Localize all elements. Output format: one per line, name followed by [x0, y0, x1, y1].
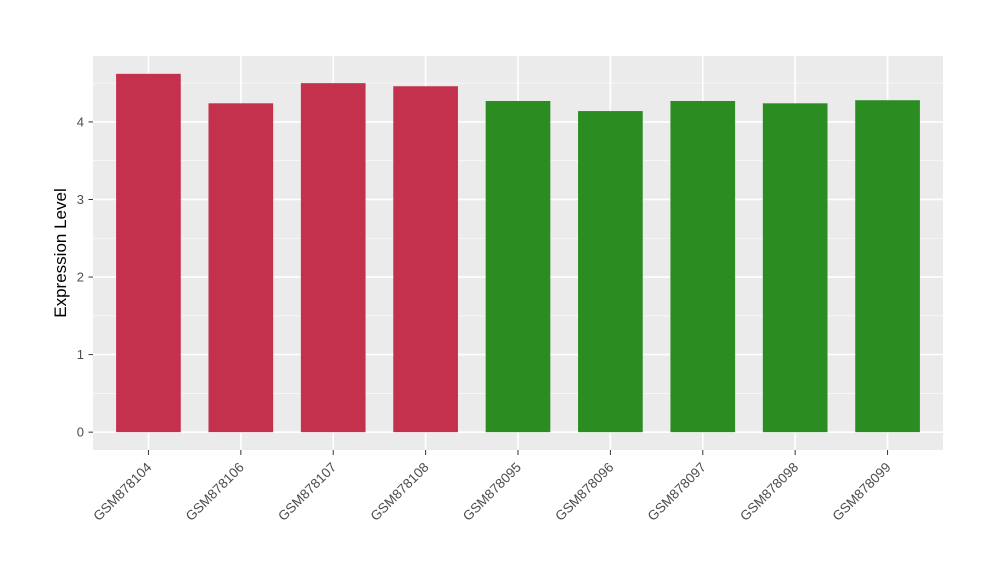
x-tick-label: GSM878104 — [90, 459, 155, 524]
x-tick-label: GSM878108 — [368, 460, 432, 524]
x-tick-label: GSM878096 — [552, 460, 616, 524]
y-axis-title: Expression Level — [51, 188, 70, 317]
bar-GSM878104 — [116, 73, 181, 433]
y-tick-label: 0 — [77, 425, 84, 440]
x-tick-label: GSM878098 — [737, 460, 801, 524]
x-tick-label: GSM878099 — [829, 460, 893, 524]
x-tick-label: GSM878106 — [183, 460, 247, 524]
bar-GSM878096 — [578, 111, 643, 433]
bar-GSM878095 — [485, 100, 551, 433]
y-tick-label: 3 — [77, 192, 84, 207]
bar-GSM878098 — [762, 103, 828, 433]
y-tick-label: 1 — [77, 347, 84, 362]
y-tick-label: 4 — [77, 114, 84, 129]
bar-GSM878108 — [393, 86, 458, 433]
bar-GSM878097 — [670, 100, 736, 433]
x-tick-label: GSM878095 — [460, 460, 524, 524]
bar-GSM878107 — [300, 83, 366, 433]
x-tick-label: GSM878097 — [645, 460, 709, 524]
y-tick-label: 2 — [77, 270, 84, 285]
x-tick-label: GSM878107 — [275, 460, 339, 524]
bar-GSM878099 — [855, 100, 920, 433]
bar-GSM878106 — [208, 103, 274, 433]
